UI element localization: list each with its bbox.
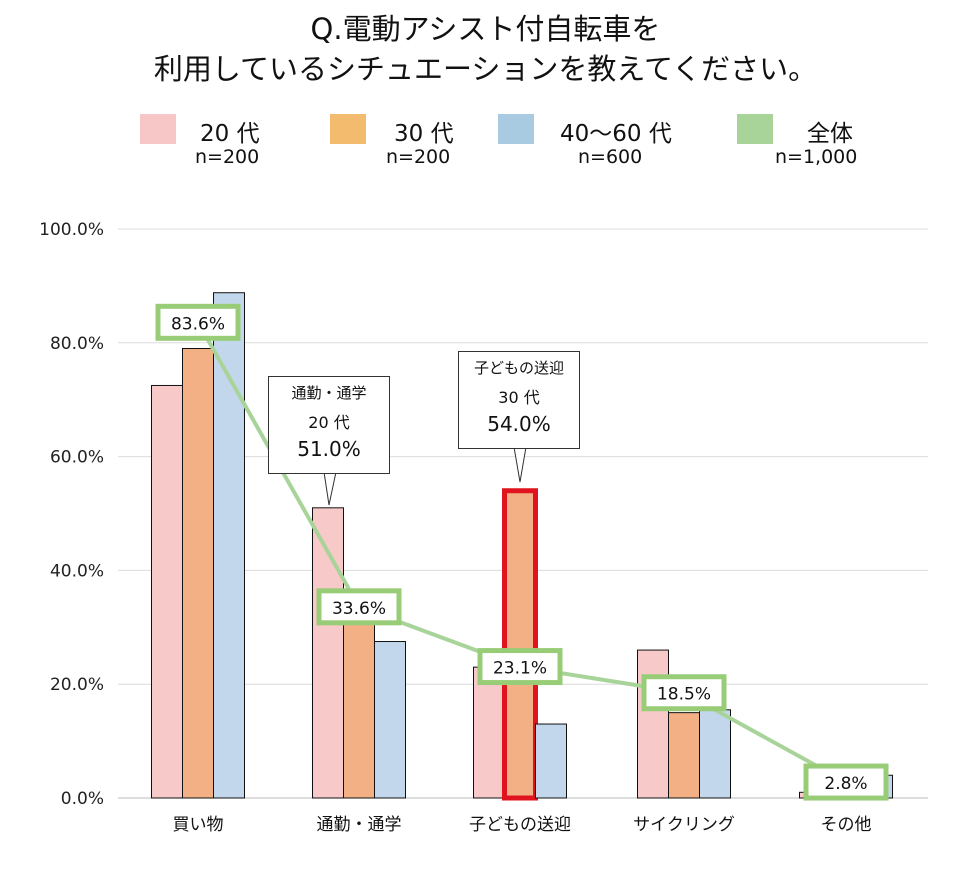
bar-school-run-30s [502,488,538,801]
callout-school-run-topic: 子どもの送迎 [473,359,564,377]
overall-label-box-shopping [155,303,241,341]
overall-label-box-commute [316,588,402,626]
bar-shopping-30s [182,347,214,799]
legend-label-40-60s: 40〜60 代 [560,121,672,147]
overall-label-cycling: 18.5% [657,685,711,705]
x-tick-label-school-run: 子どもの送迎 [469,815,571,835]
legend-swatch-30s [330,114,366,144]
legend-n-30s: n=200 [386,146,451,168]
callout-commute-topic: 通勤・通学 [291,384,367,402]
legend-n-20s: n=200 [195,146,260,168]
bar-shopping-20s [151,384,183,799]
bar-commute-20s [312,507,344,799]
chart-title-line1: Q.電動アシスト付自転車を [310,12,661,46]
x-tick-label-cycling: サイクリング [633,815,735,835]
x-tick-label-shopping: 買い物 [173,815,224,835]
legend-swatch-40-60s [498,114,534,144]
callout-school-run-group: 30 代 [498,388,540,407]
bar-school-run-20s [473,666,505,799]
callout-commute-value: 51.0% [297,437,361,461]
callout-commute-group: 20 代 [308,413,350,432]
overall-label-box-school-run [477,648,563,686]
overall-label-school-run: 23.1% [493,659,547,679]
bar-cycling-20s [637,649,669,799]
bar-shopping-40-60s [213,292,245,799]
x-tick-label-commute: 通勤・通学 [317,815,402,835]
legend-n-overall: n=1,000 [775,146,858,168]
overall-label-shopping: 83.6% [171,314,225,334]
bar-school-run-40-60s [535,723,567,799]
chart-title-line2: 利用しているシチュエーションを教えてください。 [153,52,818,86]
overall-label-other: 2.8% [824,774,867,794]
callout-school-run-value: 54.0% [487,412,551,436]
legend-label-30s: 30 代 [394,121,454,147]
legend-label-overall: 全体 [807,121,853,147]
legend-swatch-overall [737,114,773,144]
bar-cycling-30s [668,712,700,799]
y-tick-label: 0.0% [61,789,104,809]
x-tick-label-other: その他 [821,815,872,835]
bar-commute-30s [343,623,375,799]
legend: 20 代 n=200 30 代 n=200 40〜60 代 n=600 全体 n… [0,108,971,168]
bar-commute-40-60s [374,641,406,799]
overall-label-commute: 33.6% [332,599,386,619]
overall-label-box-other [803,763,889,801]
legend-swatch-20s [140,114,176,144]
bar-cycling-40-60s [699,709,731,799]
y-tick-label: 80.0% [50,334,104,354]
callout-school-run-pointer [513,446,527,483]
y-tick-label: 100.0% [39,220,104,240]
callout-school-run: 子どもの送迎 30 代 54.0% [458,351,580,449]
y-tick-label: 40.0% [50,561,104,581]
legend-label-20s: 20 代 [200,121,260,147]
legend-n-40-60s: n=600 [578,146,643,168]
y-tick-label: 60.0% [50,448,104,468]
callout-commute: 通勤・通学 20 代 51.0% [268,376,390,474]
callout-commute-pointer [323,471,337,506]
y-tick-label: 20.0% [50,675,104,695]
overall-label-box-cycling [641,674,727,712]
